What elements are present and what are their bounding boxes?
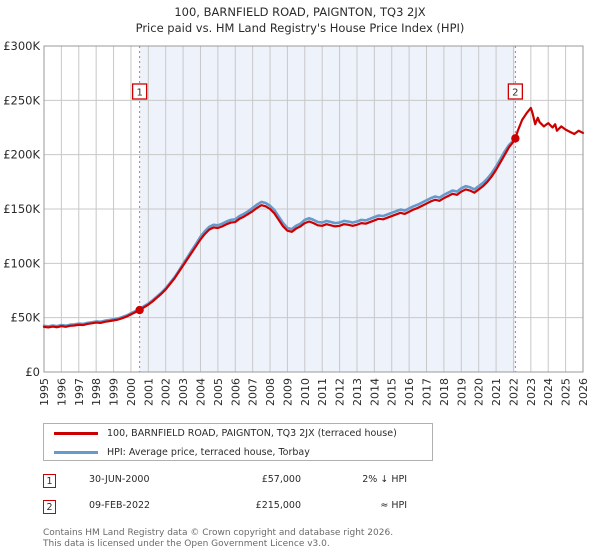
x-axis-tick-label: 1999 xyxy=(108,378,121,406)
x-axis-tick-label: 1996 xyxy=(55,378,68,406)
x-axis-tick-label: 2019 xyxy=(455,378,468,406)
transaction-price-2: £215,000 xyxy=(255,500,301,511)
y-axis-tick-label: £200K xyxy=(3,148,40,162)
x-axis-tick-label: 2011 xyxy=(316,378,329,406)
x-axis-tick-label: 2005 xyxy=(212,378,225,406)
x-axis-tick-label: 2020 xyxy=(473,378,486,406)
marker-badge-label-2: 2 xyxy=(512,88,518,99)
y-axis-tick-label: £250K xyxy=(3,93,40,107)
y-axis-tick-label: £100K xyxy=(3,256,40,270)
transaction-badge-2: 2 xyxy=(43,500,56,514)
x-axis-tick-label: 2000 xyxy=(125,378,138,406)
x-axis-tick-label: 1995 xyxy=(38,378,51,406)
transaction-point-2[interactable] xyxy=(511,134,520,143)
x-axis-tick-label: 2015 xyxy=(386,378,399,406)
x-axis-tick-label: 2016 xyxy=(403,378,416,406)
transaction-badge-1: 1 xyxy=(43,474,56,488)
x-axis-tick-label: 2006 xyxy=(229,378,242,406)
x-axis-tick-label: 2009 xyxy=(281,378,294,406)
marker-badge-label-1: 1 xyxy=(136,88,142,99)
x-axis-tick-label: 1997 xyxy=(73,378,86,406)
x-axis-tick-label: 2002 xyxy=(160,378,173,406)
legend-label-price-paid: 100, BARNFIELD ROAD, PAIGNTON, TQ3 2JX (… xyxy=(107,428,397,439)
y-axis-tick-label: £300K xyxy=(3,39,40,53)
price-history-chart: £0 £50K £100K £150K £200K £250K £300K 1995 1996 1… xyxy=(3,39,590,406)
x-axis-tick-label: 2008 xyxy=(264,378,277,406)
transaction-list: 1 30-JUN-2000 £57,000 2% ↓ HPI 2 09-FEB-… xyxy=(43,472,463,524)
x-axis-tick-label: 2014 xyxy=(368,378,381,406)
x-axis-tick-label: 2021 xyxy=(490,378,503,406)
footer-line-2: This data is licensed under the Open Gov… xyxy=(43,539,330,549)
transaction-date-1: 30-JUN-2000 xyxy=(89,474,150,485)
table-row[interactable]: 2 09-FEB-2022 £215,000 ≈ HPI xyxy=(43,498,463,524)
y-axis-tick-label: £150K xyxy=(3,202,40,216)
copyright-footer: Contains HM Land Registry data © Crown c… xyxy=(43,528,583,550)
x-axis-tick-label: 2012 xyxy=(334,378,347,406)
x-axis-tick-label: 2017 xyxy=(421,378,434,406)
x-axis-tick-label: 2022 xyxy=(507,378,520,406)
legend-swatch-price-paid xyxy=(54,432,98,435)
plot-border xyxy=(43,45,584,373)
transaction-hpi-delta-2: ≈ HPI xyxy=(380,500,407,511)
marker-badge-box-1[interactable] xyxy=(131,83,148,100)
transaction-price-1: £57,000 xyxy=(261,474,301,485)
x-axis-tick-label: 1998 xyxy=(90,378,103,406)
x-axis-tick-label: 2018 xyxy=(438,378,451,406)
x-axis-tick-label: 2026 xyxy=(577,378,590,406)
page-title: 100, BARNFIELD ROAD, PAIGNTON, TQ3 2JX xyxy=(174,5,426,19)
x-axis-tick-label: 2013 xyxy=(351,378,364,406)
chart-title-block: 100, BARNFIELD ROAD, PAIGNTON, TQ3 2JX P… xyxy=(0,4,600,36)
y-axis-tick-label: £50K xyxy=(11,311,41,325)
legend-label-hpi: HPI: Average price, terraced house, Torb… xyxy=(107,447,310,458)
x-axis-tick-label: 2003 xyxy=(177,378,190,406)
x-axis-tick-label: 2023 xyxy=(525,378,538,406)
x-axis-tick-label: 2010 xyxy=(299,378,312,406)
footer-line-1: Contains HM Land Registry data © Crown c… xyxy=(43,528,394,538)
chart-svg: £0 £50K £100K £150K £200K £250K £300K 1995 1996 1… xyxy=(3,39,590,406)
table-row[interactable]: 1 30-JUN-2000 £57,000 2% ↓ HPI xyxy=(43,472,463,498)
legend-swatch-hpi xyxy=(54,451,98,454)
x-axis-tick-label: 2025 xyxy=(560,378,573,406)
legend-item-hpi: HPI: Average price, terraced house, Torb… xyxy=(44,443,310,462)
marker-badge-box-2[interactable] xyxy=(507,83,524,100)
x-axis-tick-label: 2007 xyxy=(247,378,260,406)
legend-item-price-paid: 100, BARNFIELD ROAD, PAIGNTON, TQ3 2JX (… xyxy=(44,424,397,443)
y-axis-tick-label: £0 xyxy=(25,365,40,379)
x-axis-tick-label: 2001 xyxy=(142,378,155,406)
chart-legend: 100, BARNFIELD ROAD, PAIGNTON, TQ3 2JX (… xyxy=(43,423,433,461)
x-axis-tick-label: 2024 xyxy=(542,378,555,406)
x-axis-tick-label: 2004 xyxy=(194,378,207,406)
page-subtitle: Price paid vs. HM Land Registry's House … xyxy=(135,21,465,35)
transaction-date-2: 09-FEB-2022 xyxy=(89,500,151,511)
transaction-hpi-delta-1: 2% ↓ HPI xyxy=(362,474,407,485)
transaction-point-1[interactable] xyxy=(135,305,144,315)
